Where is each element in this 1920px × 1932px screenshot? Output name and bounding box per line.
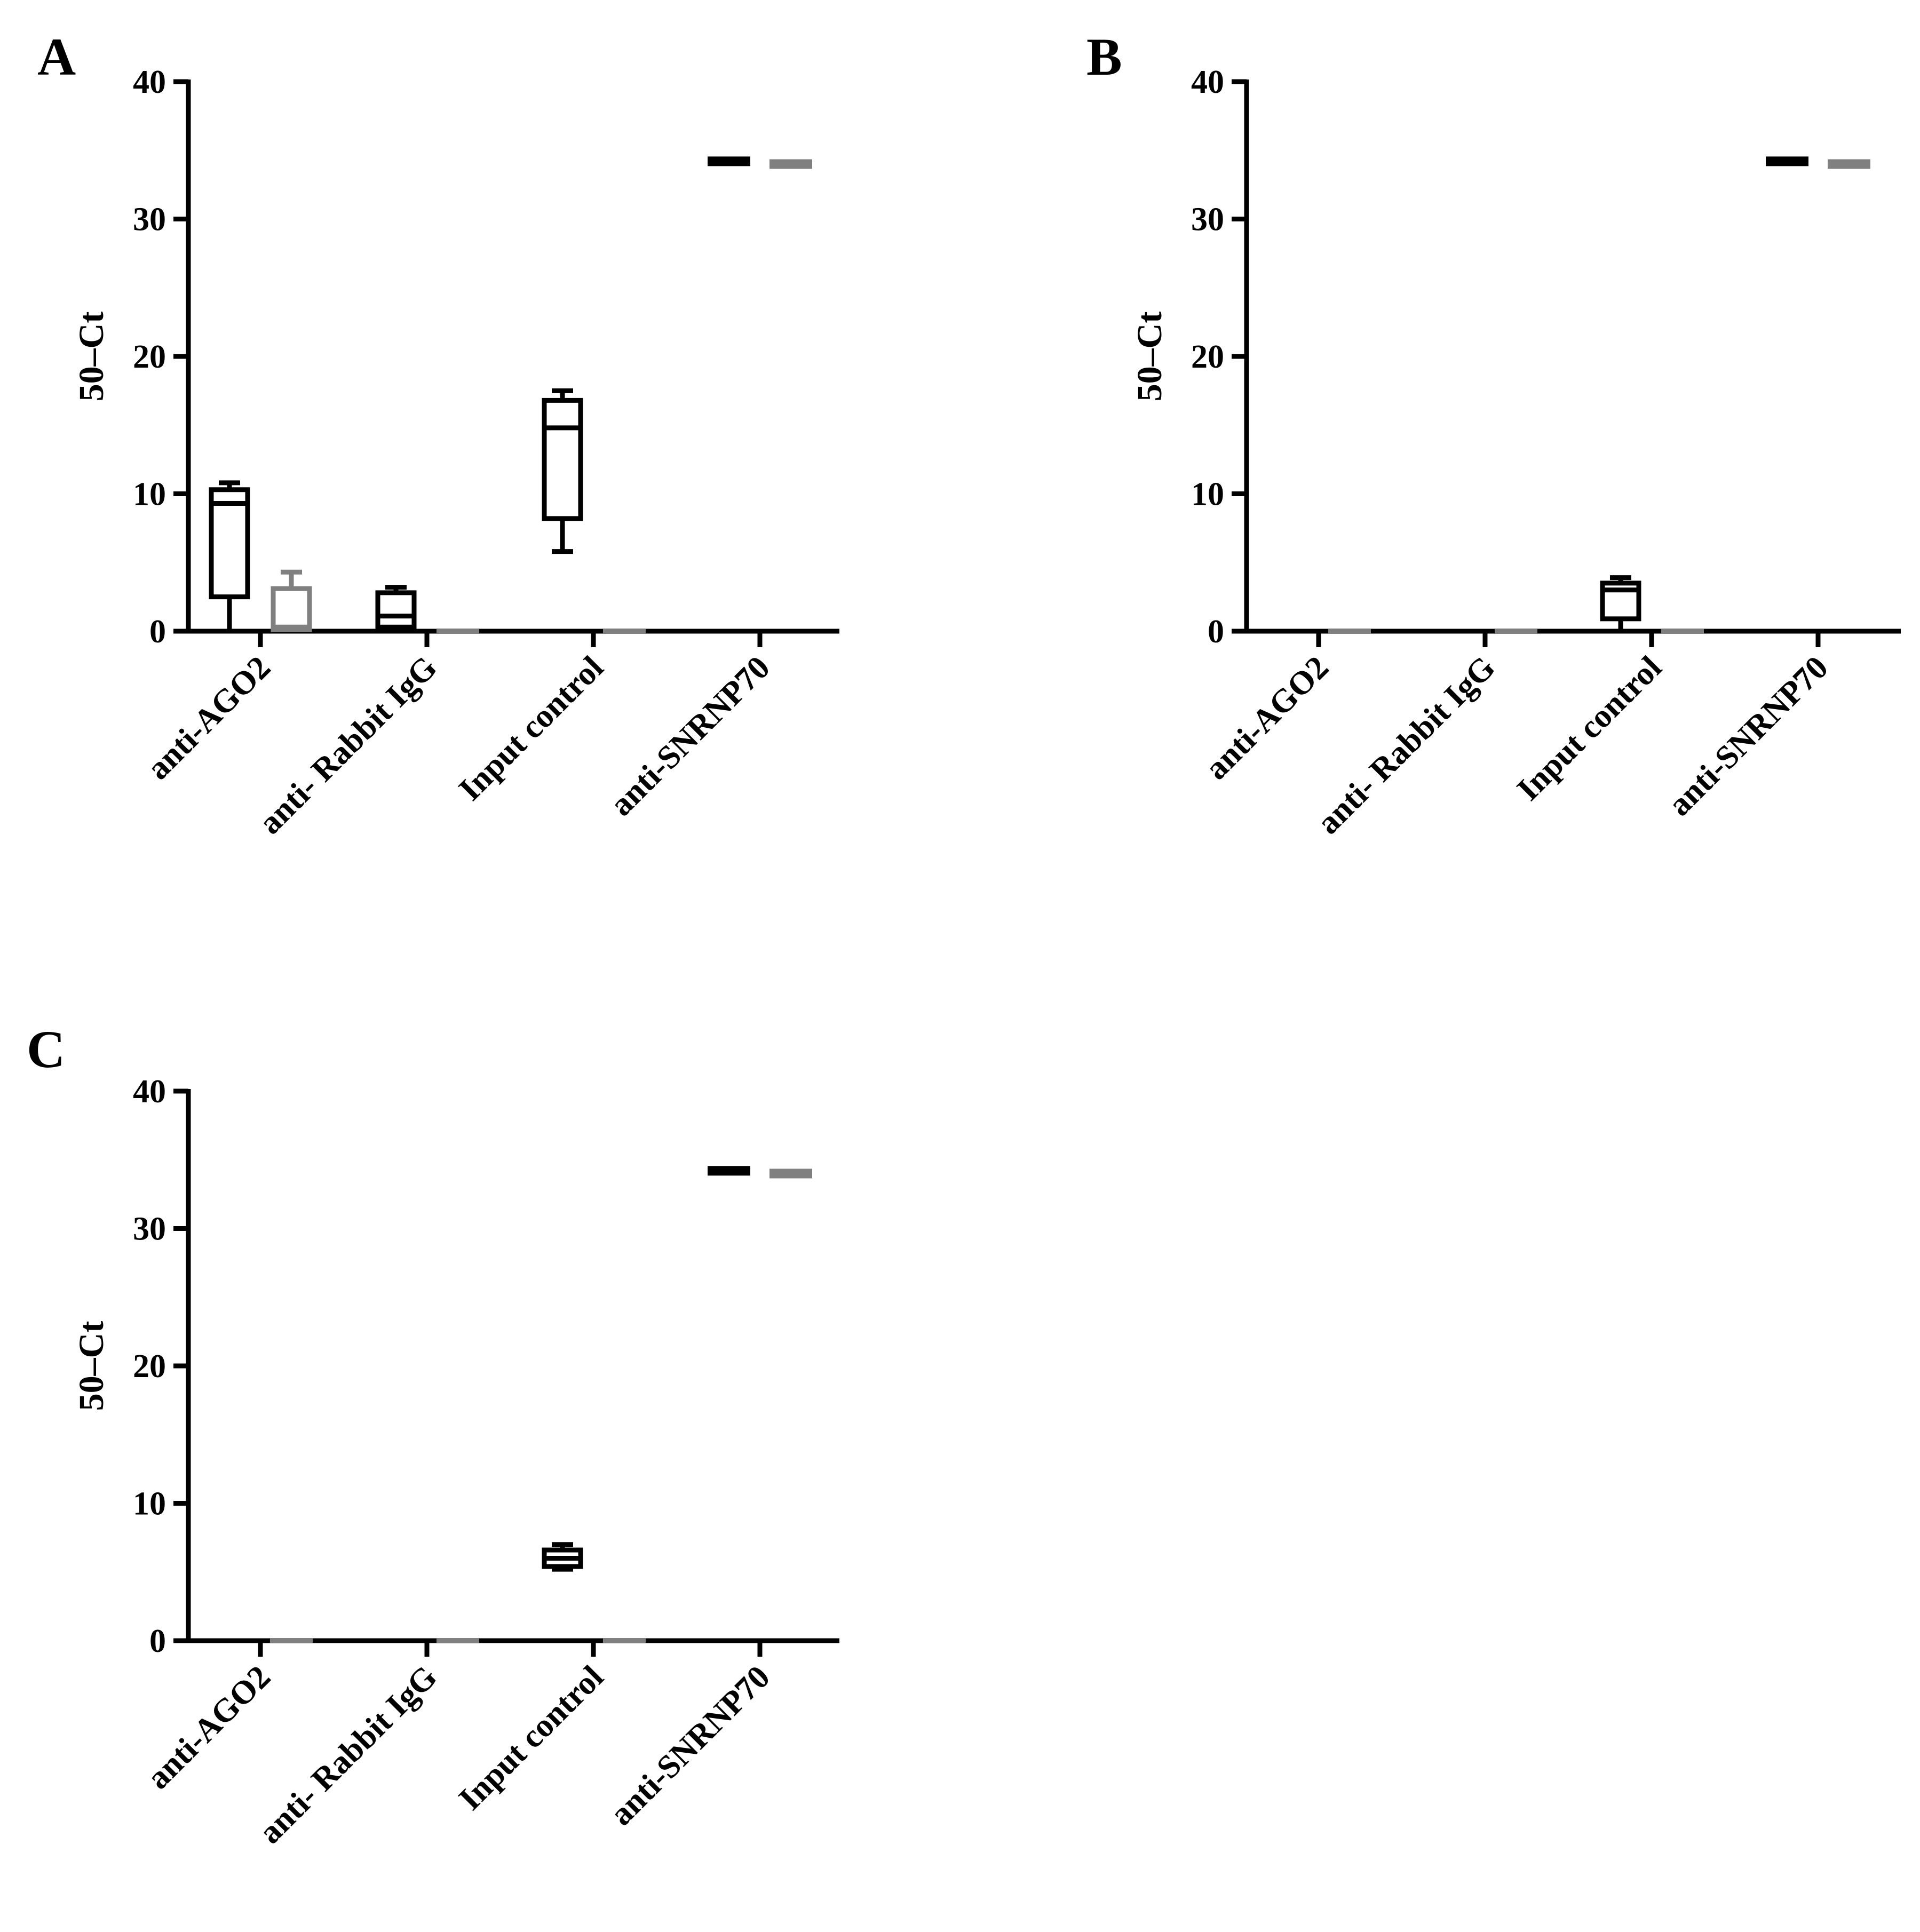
y-tick-label: 0 xyxy=(149,1623,166,1659)
box-flat-marker xyxy=(1433,629,1475,633)
box-body xyxy=(209,487,250,600)
y-tick-label: 30 xyxy=(133,202,166,238)
box-flat-marker xyxy=(1328,629,1371,633)
panel-letter: C xyxy=(27,1020,65,1079)
x-category-label: anti- Rabbit IgG xyxy=(1310,649,1502,841)
box-body xyxy=(375,590,417,630)
box-flat-marker xyxy=(1661,629,1704,633)
y-tick-label: 10 xyxy=(133,1486,166,1522)
y-tick-label: 10 xyxy=(133,476,166,513)
x-category-label: anti-AGO2 xyxy=(140,649,277,787)
box-body xyxy=(271,586,312,632)
box-flat-marker xyxy=(708,1166,750,1176)
box-flat-marker xyxy=(1266,629,1309,633)
y-tick-label: 30 xyxy=(1191,202,1224,238)
box-flat-marker xyxy=(769,1168,812,1179)
x-category-label: anti-SNRNP70 xyxy=(603,649,777,823)
y-axis-title: 50–Ct xyxy=(72,312,111,402)
y-tick-label: 0 xyxy=(149,614,166,650)
y-axis-title: 50–Ct xyxy=(72,1321,111,1411)
x-category-label: Input control xyxy=(452,649,610,808)
box-flat-marker xyxy=(1495,629,1537,633)
box-flat-marker xyxy=(437,1639,479,1643)
box-flat-marker xyxy=(437,629,479,633)
box-flat-marker xyxy=(603,1639,646,1643)
x-category-label: anti- Rabbit IgG xyxy=(252,649,444,841)
y-tick-label: 30 xyxy=(133,1211,166,1247)
x-category-label: Input control xyxy=(452,1659,610,1817)
x-category-label: anti-SNRNP70 xyxy=(1661,649,1835,823)
y-axis-title: 50–Ct xyxy=(1130,312,1169,402)
y-tick-label: 20 xyxy=(133,339,166,375)
box-body xyxy=(542,397,583,521)
box-flat-marker xyxy=(270,1639,313,1643)
panel-letter: A xyxy=(37,27,76,86)
y-tick-label: 20 xyxy=(1191,339,1224,375)
box-flat-marker xyxy=(769,159,812,169)
x-category-label: anti- Rabbit IgG xyxy=(252,1659,444,1851)
y-tick-label: 40 xyxy=(1191,64,1224,100)
box-flat-marker xyxy=(375,1639,417,1643)
x-category-label: Input control xyxy=(1510,649,1669,808)
x-category-label: anti-AGO2 xyxy=(1198,649,1336,787)
box-flat-marker xyxy=(1828,159,1870,169)
y-tick-label: 40 xyxy=(133,64,166,100)
x-category-label: anti-SNRNP70 xyxy=(603,1659,777,1833)
y-tick-label: 0 xyxy=(1208,614,1224,650)
box-flat-marker xyxy=(208,1639,251,1643)
y-tick-label: 40 xyxy=(133,1074,166,1110)
box-flat-marker xyxy=(708,156,750,166)
panel-letter: B xyxy=(1086,27,1122,86)
x-category-label: anti-AGO2 xyxy=(140,1659,277,1796)
box-flat-marker xyxy=(603,629,646,633)
box-flat-marker xyxy=(1766,156,1808,166)
y-tick-label: 20 xyxy=(133,1348,166,1385)
y-tick-label: 10 xyxy=(1191,476,1224,513)
